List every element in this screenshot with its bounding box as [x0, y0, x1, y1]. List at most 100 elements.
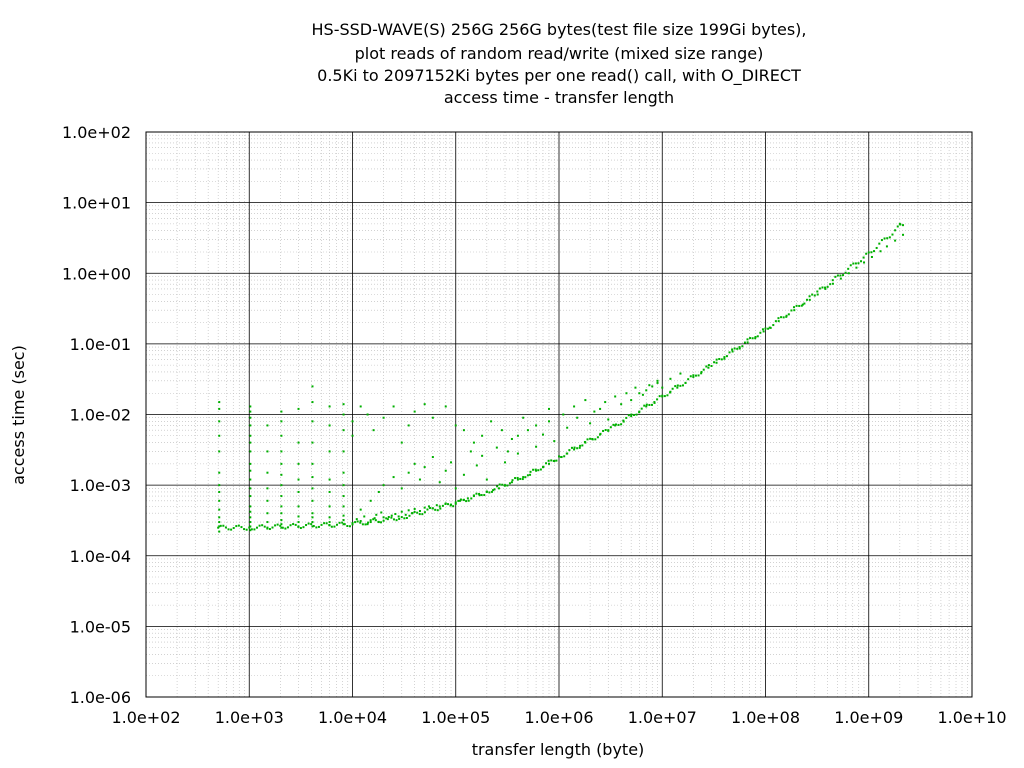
data-point — [392, 476, 395, 479]
data-point — [723, 356, 726, 359]
data-point — [899, 223, 902, 226]
data-point — [666, 394, 669, 397]
data-point — [627, 414, 630, 417]
data-point — [459, 498, 462, 501]
data-point — [808, 298, 811, 301]
data-point — [377, 520, 380, 523]
chart-title-line-3: 0.5Ki to 2097152Ki bytes per one read() … — [317, 66, 801, 85]
data-point — [630, 413, 633, 416]
data-point — [224, 526, 227, 529]
data-point — [392, 518, 395, 521]
data-point — [342, 471, 345, 474]
data-point — [568, 449, 571, 452]
data-point — [798, 304, 801, 307]
data-point — [650, 403, 653, 406]
data-point — [550, 459, 553, 462]
data-point — [785, 314, 788, 317]
data-point — [255, 526, 258, 529]
data-point — [694, 374, 697, 377]
data-point — [842, 274, 845, 277]
data-point — [669, 391, 672, 394]
data-point — [663, 395, 666, 398]
data-point — [555, 459, 558, 462]
data-point — [361, 523, 364, 526]
data-point — [431, 507, 434, 510]
data-point — [831, 279, 834, 282]
data-point — [465, 500, 468, 503]
data-point — [643, 404, 646, 407]
data-point — [219, 524, 222, 527]
data-point — [793, 306, 796, 309]
data-point — [630, 415, 633, 418]
x-tick-label: 1.0e+07 — [628, 708, 697, 727]
y-tick-label: 1.0e-05 — [70, 617, 131, 636]
data-point — [829, 283, 832, 286]
data-point — [351, 522, 354, 525]
data-point — [648, 403, 651, 406]
data-point — [614, 423, 617, 426]
data-point — [439, 507, 442, 510]
data-point — [826, 285, 829, 288]
data-point — [268, 528, 271, 531]
data-point — [369, 519, 372, 522]
data-point — [821, 286, 824, 289]
data-point — [863, 261, 866, 264]
data-point — [813, 294, 816, 297]
data-point — [423, 403, 426, 406]
data-point — [526, 474, 529, 477]
data-point — [418, 513, 421, 516]
x-tick-label: 1.0e+04 — [318, 708, 387, 727]
data-point — [249, 462, 252, 465]
data-point — [249, 525, 252, 528]
data-point — [276, 523, 279, 526]
data-point — [218, 407, 221, 410]
data-point — [454, 502, 457, 505]
data-point — [380, 511, 383, 514]
data-point — [320, 523, 323, 526]
data-point — [579, 444, 582, 447]
data-point — [359, 508, 362, 511]
data-point — [467, 499, 470, 502]
data-point — [407, 509, 410, 512]
data-point — [462, 429, 465, 432]
data-point — [289, 524, 292, 527]
data-point — [801, 303, 804, 306]
data-point — [311, 521, 314, 524]
chart-title-line-2: plot reads of random read/write (mixed s… — [354, 44, 764, 63]
data-point — [865, 252, 868, 255]
data-point — [684, 381, 687, 384]
data-point — [218, 434, 221, 437]
data-point — [831, 282, 834, 285]
data-point — [249, 405, 252, 408]
data-point — [342, 495, 345, 498]
data-point — [702, 368, 705, 371]
data-point — [902, 224, 905, 227]
data-point — [387, 516, 390, 519]
data-point — [679, 372, 682, 375]
data-point — [382, 416, 385, 419]
data-point — [661, 394, 664, 397]
data-point — [423, 466, 426, 469]
data-point — [249, 424, 252, 427]
data-point — [873, 250, 876, 253]
data-point — [524, 476, 527, 479]
data-point — [400, 516, 403, 519]
data-point — [586, 438, 589, 441]
data-point — [421, 513, 424, 516]
data-point — [452, 505, 455, 508]
data-point — [333, 525, 336, 528]
data-point — [576, 447, 579, 450]
data-point — [713, 361, 716, 364]
data-point — [355, 518, 358, 521]
x-tick-labels: 1.0e+02 1.0e+03 1.0e+04 1.0e+05 1.0e+06 1.0e+… — [111, 708, 1006, 727]
data-point — [689, 375, 692, 378]
data-point — [519, 477, 522, 480]
data-point — [808, 295, 811, 298]
x-tick-label: 1.0e+02 — [111, 708, 180, 727]
y-tick-label: 1.0e+00 — [62, 264, 131, 283]
data-point — [249, 478, 252, 481]
y-tick-label: 1.0e+01 — [62, 194, 131, 213]
data-point — [602, 429, 605, 432]
data-point — [330, 525, 333, 528]
